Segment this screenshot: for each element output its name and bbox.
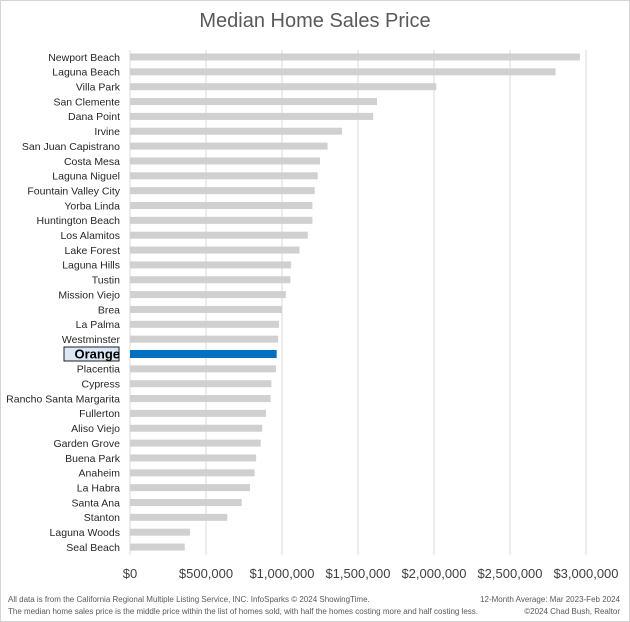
category-label: Rancho Santa Margarita xyxy=(6,393,120,405)
bar-laguna-beach xyxy=(130,68,556,76)
category-label: San Juan Capistrano xyxy=(22,141,120,153)
category-label: Santa Ana xyxy=(72,497,121,509)
category-label: Westminster xyxy=(62,334,121,346)
category-label: Aliso Viejo xyxy=(71,423,120,435)
bar-aliso-viejo xyxy=(130,424,263,432)
category-label: Newport Beach xyxy=(48,52,120,64)
bar-buena-park xyxy=(130,454,257,462)
category-label: Cypress xyxy=(81,379,120,391)
category-label: La Palma xyxy=(76,319,121,331)
bar-yorba-linda xyxy=(130,202,313,209)
category-label: Anaheim xyxy=(79,468,121,480)
category-label: Brea xyxy=(98,304,120,316)
bar-santa-ana xyxy=(130,499,242,506)
bar-dana-point xyxy=(130,112,374,120)
bar-cypress xyxy=(130,380,272,388)
category-label: Orange xyxy=(74,347,120,362)
footer-definition: The median home sales price is the middl… xyxy=(8,607,479,616)
category-label: Laguna Hills xyxy=(62,260,120,272)
bar-huntington-beach xyxy=(130,216,313,224)
bar-fullerton xyxy=(130,409,267,417)
bar-newport-beach xyxy=(130,53,580,61)
category-label: Placentia xyxy=(77,364,120,376)
bar-irvine xyxy=(130,127,343,135)
category-label: Laguna Beach xyxy=(52,67,120,79)
category-label: San Clemente xyxy=(53,96,120,108)
category-label: Mission Viejo xyxy=(58,289,120,301)
bar-lake-forest xyxy=(130,246,300,254)
bar-tustin xyxy=(130,276,291,284)
bar-seal-beach xyxy=(130,543,185,551)
bar-brea xyxy=(130,305,282,313)
category-label: Laguna Woods xyxy=(50,527,120,539)
category-label: Costa Mesa xyxy=(64,156,120,168)
category-label: Laguna Niguel xyxy=(52,171,120,183)
highlight-label-box xyxy=(63,346,120,362)
footer-source: All data is from the California Regional… xyxy=(8,595,370,604)
category-label: Tustin xyxy=(92,275,120,287)
bar-san-juan-capistrano xyxy=(130,142,328,150)
bar-westminster xyxy=(130,335,279,343)
category-label: Villa Park xyxy=(76,82,121,94)
bar-fountain-valley-city xyxy=(130,187,315,195)
category-label: Stanton xyxy=(84,512,120,524)
bar-laguna-woods xyxy=(130,528,191,536)
bar-laguna-niguel xyxy=(130,172,318,180)
bars xyxy=(130,53,580,551)
x-tick-label: $500,000 xyxy=(179,566,233,581)
bar-rancho-santa-margarita xyxy=(130,395,271,403)
x-tick-label: $0 xyxy=(123,566,137,581)
bar-orange xyxy=(130,350,277,358)
footer-period: 12-Month Average: Mar 2023-Feb 2024 xyxy=(480,595,620,604)
bar-laguna-hills xyxy=(130,261,292,269)
x-tick-label: $2,500,000 xyxy=(477,566,542,581)
footer-copyright: ©2024 Chad Bush, Realtor xyxy=(524,607,620,616)
bar-villa-park xyxy=(130,83,437,91)
category-label: Huntington Beach xyxy=(37,215,121,227)
category-label: Lake Forest xyxy=(65,245,121,257)
x-tick-label: $1,500,000 xyxy=(325,566,390,581)
bar-la-habra xyxy=(130,484,251,492)
x-tick-label: $3,000,000 xyxy=(553,566,618,581)
category-label: Yorba Linda xyxy=(64,200,120,212)
category-label: Garden Grove xyxy=(53,438,120,450)
category-label: Seal Beach xyxy=(66,542,120,554)
bar-placentia xyxy=(130,365,276,373)
bar-anaheim xyxy=(130,469,255,477)
category-labels: Newport Beach Laguna Beach Villa Park San C… xyxy=(6,52,121,554)
bar-garden-grove xyxy=(130,439,261,447)
category-label: Dana Point xyxy=(68,111,120,123)
category-label: Fullerton xyxy=(79,408,120,420)
x-tick-label: $2,000,000 xyxy=(401,566,466,581)
category-label: Irvine xyxy=(94,126,120,138)
category-label: Fountain Valley City xyxy=(27,185,120,197)
gridlines xyxy=(129,50,587,555)
bar-costa-mesa xyxy=(130,157,320,165)
category-label: La Habra xyxy=(77,482,120,494)
chart-title: Median Home Sales Price xyxy=(199,10,431,32)
category-label: Buena Park xyxy=(65,453,121,465)
bar-los-alamitos xyxy=(130,231,308,239)
bar-la-palma xyxy=(130,320,279,328)
x-axis-tick-labels: $0 $500,000 $1,000,000 $1,500,000 $2,000,000… xyxy=(123,566,619,581)
category-label: Los Alamitos xyxy=(60,230,120,242)
bar-san-clemente xyxy=(130,98,377,106)
bar-stanton xyxy=(130,513,228,521)
bar-mission-viejo xyxy=(130,291,286,299)
x-tick-label: $1,000,000 xyxy=(249,566,314,581)
